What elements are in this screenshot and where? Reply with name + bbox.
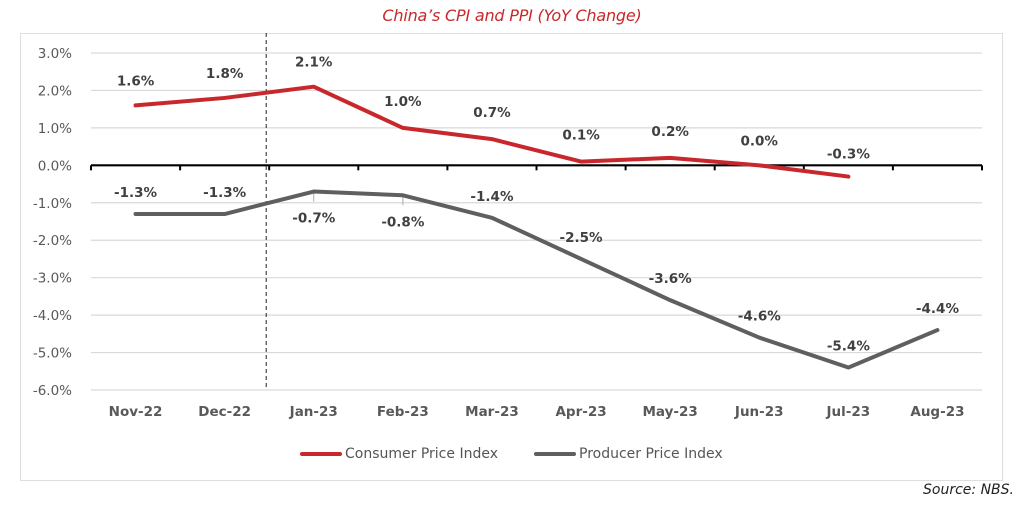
legend-swatch-ppi [534, 452, 576, 456]
y-tick-label: -6.0% [33, 383, 72, 399]
cpi-data-label: 0.1% [562, 128, 600, 144]
ppi-line [133, 189, 940, 370]
x-tick-label: Aug-23 [910, 404, 964, 420]
x-tick-label: Apr-23 [555, 404, 606, 420]
cpi-data-label: 1.8% [206, 66, 244, 82]
source-note: Source: NBS. [923, 482, 1014, 498]
ppi-data-label: -1.3% [203, 185, 247, 201]
legend-label-ppi: Producer Price Index [579, 446, 723, 462]
ppi-data-label: -4.4% [916, 301, 960, 317]
legend-item-ppi: Producer Price Index [534, 443, 723, 465]
y-tick-label: -2.0% [33, 233, 72, 249]
legend-label-cpi: Consumer Price Index [345, 446, 498, 462]
x-tick-label: Nov-22 [109, 404, 163, 420]
x-tick-label: Jun-23 [734, 404, 784, 420]
ppi-data-label: -5.4% [827, 339, 871, 355]
y-tick-label: 0.0% [38, 158, 72, 174]
chart-frame [20, 33, 1003, 481]
y-tick-label: 3.0% [38, 46, 72, 62]
x-tick-label: May-23 [642, 404, 697, 420]
y-tick-label: -4.0% [33, 308, 72, 324]
legend-item-cpi: Consumer Price Index [300, 443, 498, 465]
y-tick-label: 1.0% [38, 121, 72, 137]
y-tick-label: -3.0% [33, 271, 72, 287]
cpi-data-label: 1.6% [117, 73, 155, 89]
ppi-data-label: -1.4% [470, 189, 514, 205]
x-tick-label: Dec-22 [198, 404, 251, 420]
y-tick-label: -1.0% [33, 196, 72, 212]
ppi-data-label: -2.5% [560, 230, 604, 246]
x-tick-label: Feb-23 [377, 404, 429, 420]
ppi-data-label: -3.6% [649, 271, 693, 287]
legend-swatch-cpi [300, 452, 342, 456]
cpi-data-label: 0.0% [741, 133, 779, 149]
x-tick-label: Jan-23 [289, 404, 338, 420]
cpi-data-label: 0.2% [651, 124, 689, 140]
cpi-data-label: 1.0% [384, 94, 422, 110]
y-tick-label: 2.0% [38, 83, 72, 99]
y-tick-label: -5.0% [33, 346, 72, 362]
x-tick-label: Jul-23 [826, 404, 871, 420]
chart-title: China’s CPI and PPI (YoY Change) [382, 6, 642, 25]
cpi-data-label: 2.1% [295, 55, 333, 71]
ppi-data-label: -0.7% [292, 211, 336, 227]
cpi-data-label: -0.3% [827, 147, 871, 163]
cpi-line [133, 84, 851, 179]
ppi-data-label: -4.6% [738, 309, 782, 325]
x-tick-label: Mar-23 [465, 404, 519, 420]
ppi-data-label: -1.3% [114, 185, 158, 201]
ppi-data-label: -0.8% [381, 214, 425, 230]
cpi-data-label: 0.7% [473, 105, 511, 121]
